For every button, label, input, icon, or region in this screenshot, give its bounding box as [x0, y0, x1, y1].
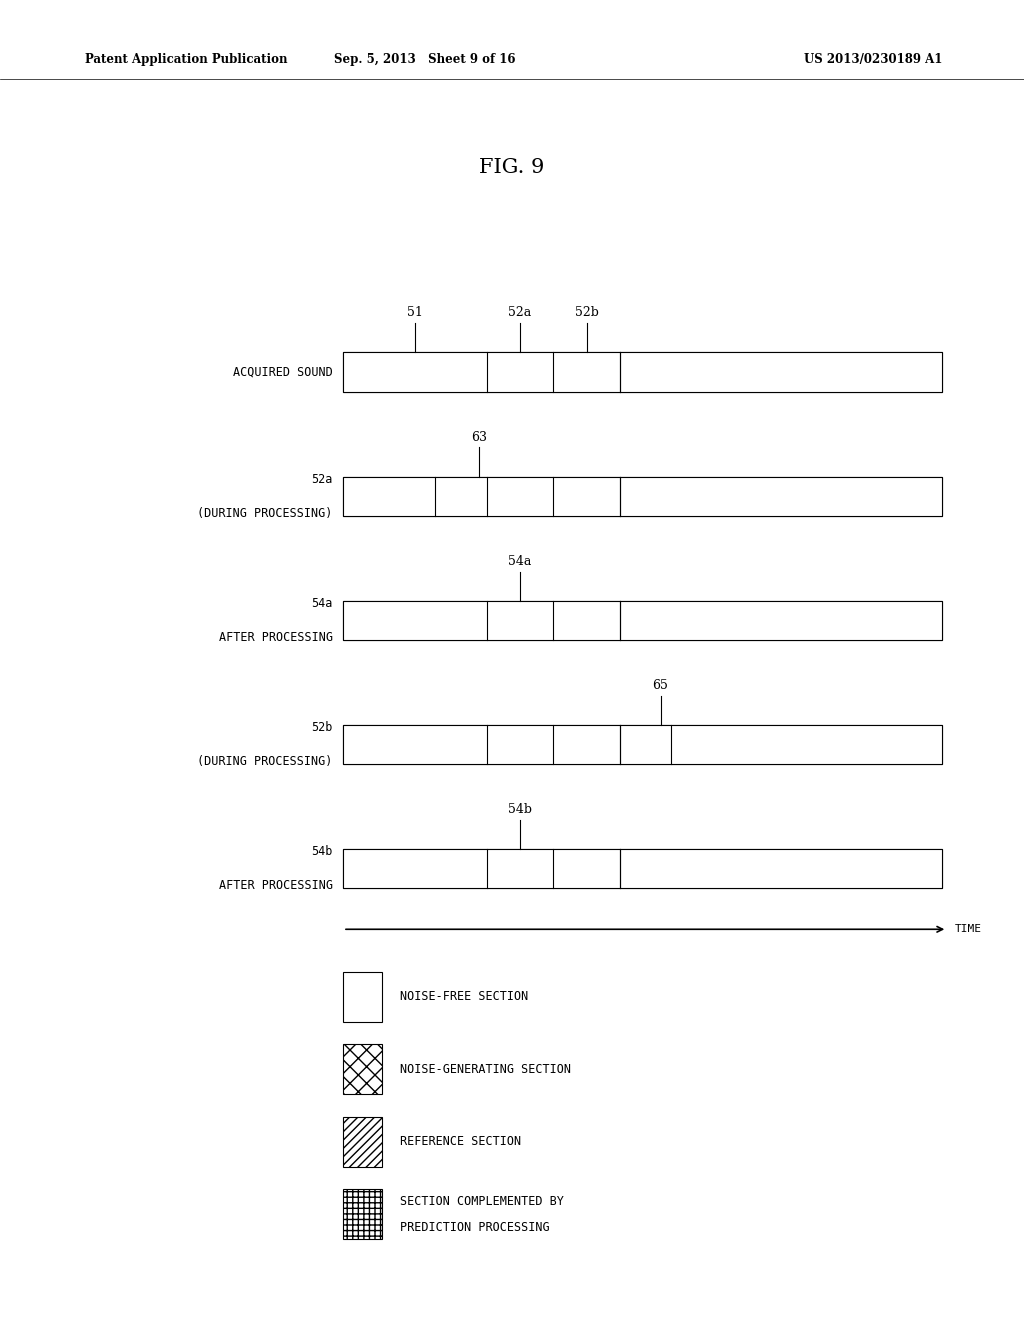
Text: 54a: 54a	[311, 597, 333, 610]
Text: 54a: 54a	[508, 554, 531, 568]
Bar	[486, 849, 553, 888]
Bar	[343, 477, 942, 516]
Text: Sep. 5, 2013   Sheet 9 of 16: Sep. 5, 2013 Sheet 9 of 16	[334, 53, 516, 66]
Text: ACQUIRED SOUND: ACQUIRED SOUND	[233, 366, 333, 379]
Text: (DURING PROCESSING): (DURING PROCESSING)	[198, 755, 333, 768]
Text: 52a: 52a	[311, 473, 333, 486]
Bar	[343, 725, 942, 764]
Text: NOISE-FREE SECTION: NOISE-FREE SECTION	[400, 990, 528, 1003]
Bar	[435, 477, 486, 516]
Text: Patent Application Publication: Patent Application Publication	[85, 53, 288, 66]
Text: AFTER PROCESSING: AFTER PROCESSING	[219, 631, 333, 644]
Text: FIG. 9: FIG. 9	[479, 158, 545, 177]
Bar	[486, 725, 553, 764]
Bar	[343, 849, 942, 888]
Bar	[343, 1189, 382, 1239]
Bar	[486, 477, 553, 516]
Text: 54b: 54b	[508, 803, 532, 816]
Bar	[553, 352, 620, 392]
Bar	[553, 477, 620, 516]
Bar	[486, 601, 553, 640]
Bar	[343, 477, 942, 516]
Text: 63: 63	[471, 430, 487, 444]
Bar	[486, 352, 553, 392]
Text: 52a: 52a	[509, 306, 531, 319]
Text: (DURING PROCESSING): (DURING PROCESSING)	[198, 507, 333, 520]
Bar	[343, 972, 382, 1022]
Bar	[343, 352, 942, 392]
Text: PREDICTION PROCESSING: PREDICTION PROCESSING	[400, 1221, 550, 1234]
Bar	[343, 849, 942, 888]
Bar	[343, 1117, 382, 1167]
Text: REFERENCE SECTION: REFERENCE SECTION	[400, 1135, 521, 1148]
Text: AFTER PROCESSING: AFTER PROCESSING	[219, 879, 333, 892]
Bar	[553, 601, 620, 640]
Bar	[553, 849, 620, 888]
Bar	[343, 725, 942, 764]
Text: 51: 51	[407, 306, 423, 319]
Bar	[620, 725, 671, 764]
Bar	[553, 725, 620, 764]
Text: NOISE-GENERATING SECTION: NOISE-GENERATING SECTION	[400, 1063, 571, 1076]
Bar	[343, 352, 942, 392]
Text: 54b: 54b	[311, 845, 333, 858]
Bar	[343, 601, 942, 640]
Text: SECTION COMPLEMENTED BY: SECTION COMPLEMENTED BY	[400, 1195, 564, 1208]
Text: US 2013/0230189 A1: US 2013/0230189 A1	[804, 53, 942, 66]
Text: 65: 65	[652, 678, 669, 692]
Text: 52b: 52b	[311, 721, 333, 734]
Text: TIME: TIME	[954, 924, 981, 935]
Text: 52b: 52b	[574, 306, 598, 319]
Bar	[343, 1044, 382, 1094]
Bar	[343, 601, 942, 640]
